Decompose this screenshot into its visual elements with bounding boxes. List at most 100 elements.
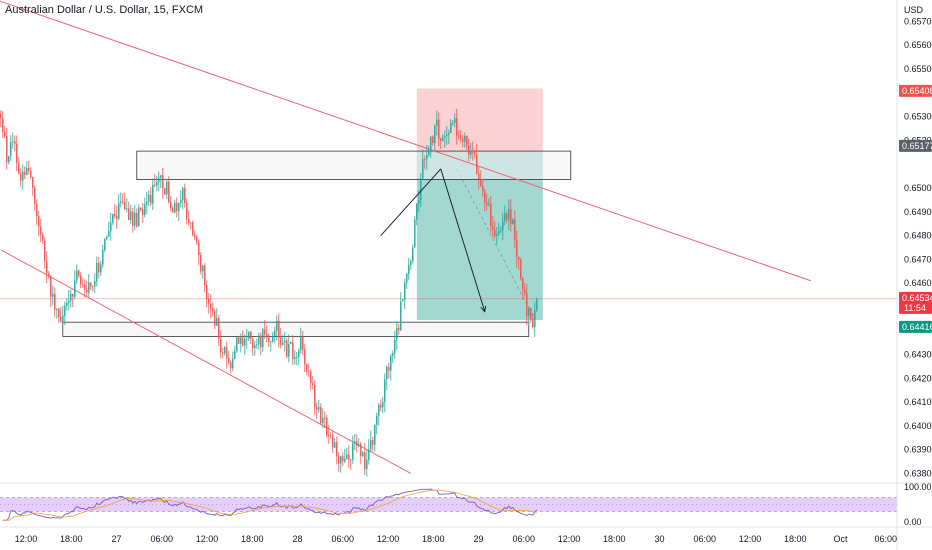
- candle-body: [274, 330, 276, 336]
- candle-body: [508, 208, 510, 220]
- candle: [286, 337, 288, 359]
- candle-body: [474, 152, 476, 155]
- trendlines[interactable]: [0, 0, 811, 474]
- candle: [452, 120, 454, 126]
- candle-body: [148, 194, 150, 202]
- candle-body: [462, 138, 464, 142]
- candle-body: [446, 134, 448, 137]
- candle: [304, 344, 306, 373]
- candle-body: [534, 310, 536, 328]
- candle: [292, 334, 294, 365]
- candle-body: [206, 285, 208, 300]
- candle: [344, 448, 346, 464]
- candle: [256, 338, 258, 350]
- upper-trendline[interactable]: [0, 0, 811, 282]
- candle: [62, 305, 64, 322]
- candle-body: [314, 384, 316, 408]
- candle-body: [248, 331, 250, 339]
- candle-body: [496, 234, 498, 237]
- candle: [90, 282, 92, 290]
- symbol-title[interactable]: Australian Dollar / U.S. Dollar, 15, FXC…: [5, 4, 204, 16]
- candle-body: [386, 367, 388, 380]
- candle: [244, 334, 246, 355]
- candle: [306, 363, 308, 376]
- candle: [98, 257, 100, 279]
- candle: [224, 345, 226, 356]
- candle-body: [132, 211, 134, 226]
- time-axis[interactable]: 12:00 18:00 27 06:00 12:00 18:00 28 06:00 12:00 1…: [15, 534, 897, 544]
- candle: [20, 168, 22, 188]
- candle-body: [190, 222, 192, 224]
- candle: [390, 353, 392, 381]
- projection-arrows[interactable]: [380, 168, 487, 313]
- candle-body: [130, 211, 132, 221]
- time-tick-label: 06:00: [512, 534, 535, 544]
- candle-body: [0, 113, 2, 119]
- candle-body: [304, 349, 306, 365]
- candle: [394, 331, 396, 359]
- candle: [102, 244, 104, 268]
- candle: [78, 269, 80, 278]
- candle-body: [10, 142, 12, 157]
- candle-body: [218, 318, 220, 339]
- candle-body: [4, 131, 6, 137]
- candle: [448, 129, 450, 145]
- candle: [290, 341, 292, 345]
- candle-body: [402, 299, 404, 302]
- candle-body: [196, 237, 198, 243]
- arrow-up-leg[interactable]: [380, 168, 442, 236]
- candle-body: [232, 358, 234, 369]
- candle-body: [12, 141, 14, 143]
- candle: [210, 294, 212, 319]
- candle: [18, 156, 20, 175]
- candle: [154, 174, 156, 188]
- candle: [392, 350, 394, 364]
- candle: [340, 455, 342, 473]
- rsi-pane[interactable]: [0, 488, 897, 521]
- candle: [92, 285, 94, 292]
- candle-body: [82, 284, 84, 286]
- candle-body: [332, 435, 334, 448]
- candle-body: [366, 459, 368, 470]
- candle: [310, 369, 312, 391]
- candle: [170, 196, 172, 212]
- candle: [252, 337, 254, 357]
- candle: [480, 170, 482, 187]
- resistance-zone-box[interactable]: [136, 150, 572, 180]
- candle: [248, 331, 250, 342]
- candle: [536, 297, 538, 313]
- candle: [158, 171, 160, 192]
- arrow-down-leg[interactable]: [440, 168, 486, 312]
- candle-body: [74, 280, 76, 297]
- lower-trendline[interactable]: [0, 249, 412, 474]
- support-resistance-zones[interactable]: [62, 150, 572, 337]
- candle-body: [376, 415, 378, 425]
- candle-body: [290, 342, 292, 345]
- candle-body: [24, 171, 26, 176]
- countdown-label: 11:54: [904, 303, 926, 313]
- candle-body: [222, 352, 224, 354]
- candle: [30, 167, 32, 180]
- candle-body: [120, 201, 122, 203]
- candle: [206, 280, 208, 308]
- candle: [532, 313, 534, 329]
- candle-body: [344, 458, 346, 462]
- candle: [316, 402, 318, 420]
- candle-body: [188, 219, 190, 223]
- candle: [146, 191, 148, 214]
- candle-body: [98, 262, 100, 273]
- currency-label[interactable]: USD: [904, 5, 924, 15]
- stop-loss-zone[interactable]: [416, 88, 543, 153]
- candle: [212, 302, 214, 317]
- candle: [522, 277, 524, 300]
- candle-body: [112, 213, 114, 223]
- price-plot-area[interactable]: [0, 0, 897, 477]
- candle-body: [372, 440, 374, 445]
- support-zone-box[interactable]: [62, 321, 530, 337]
- candle: [446, 125, 448, 145]
- candle-body: [486, 202, 488, 206]
- candle-body: [172, 208, 174, 213]
- short-position-tool[interactable]: [416, 88, 543, 321]
